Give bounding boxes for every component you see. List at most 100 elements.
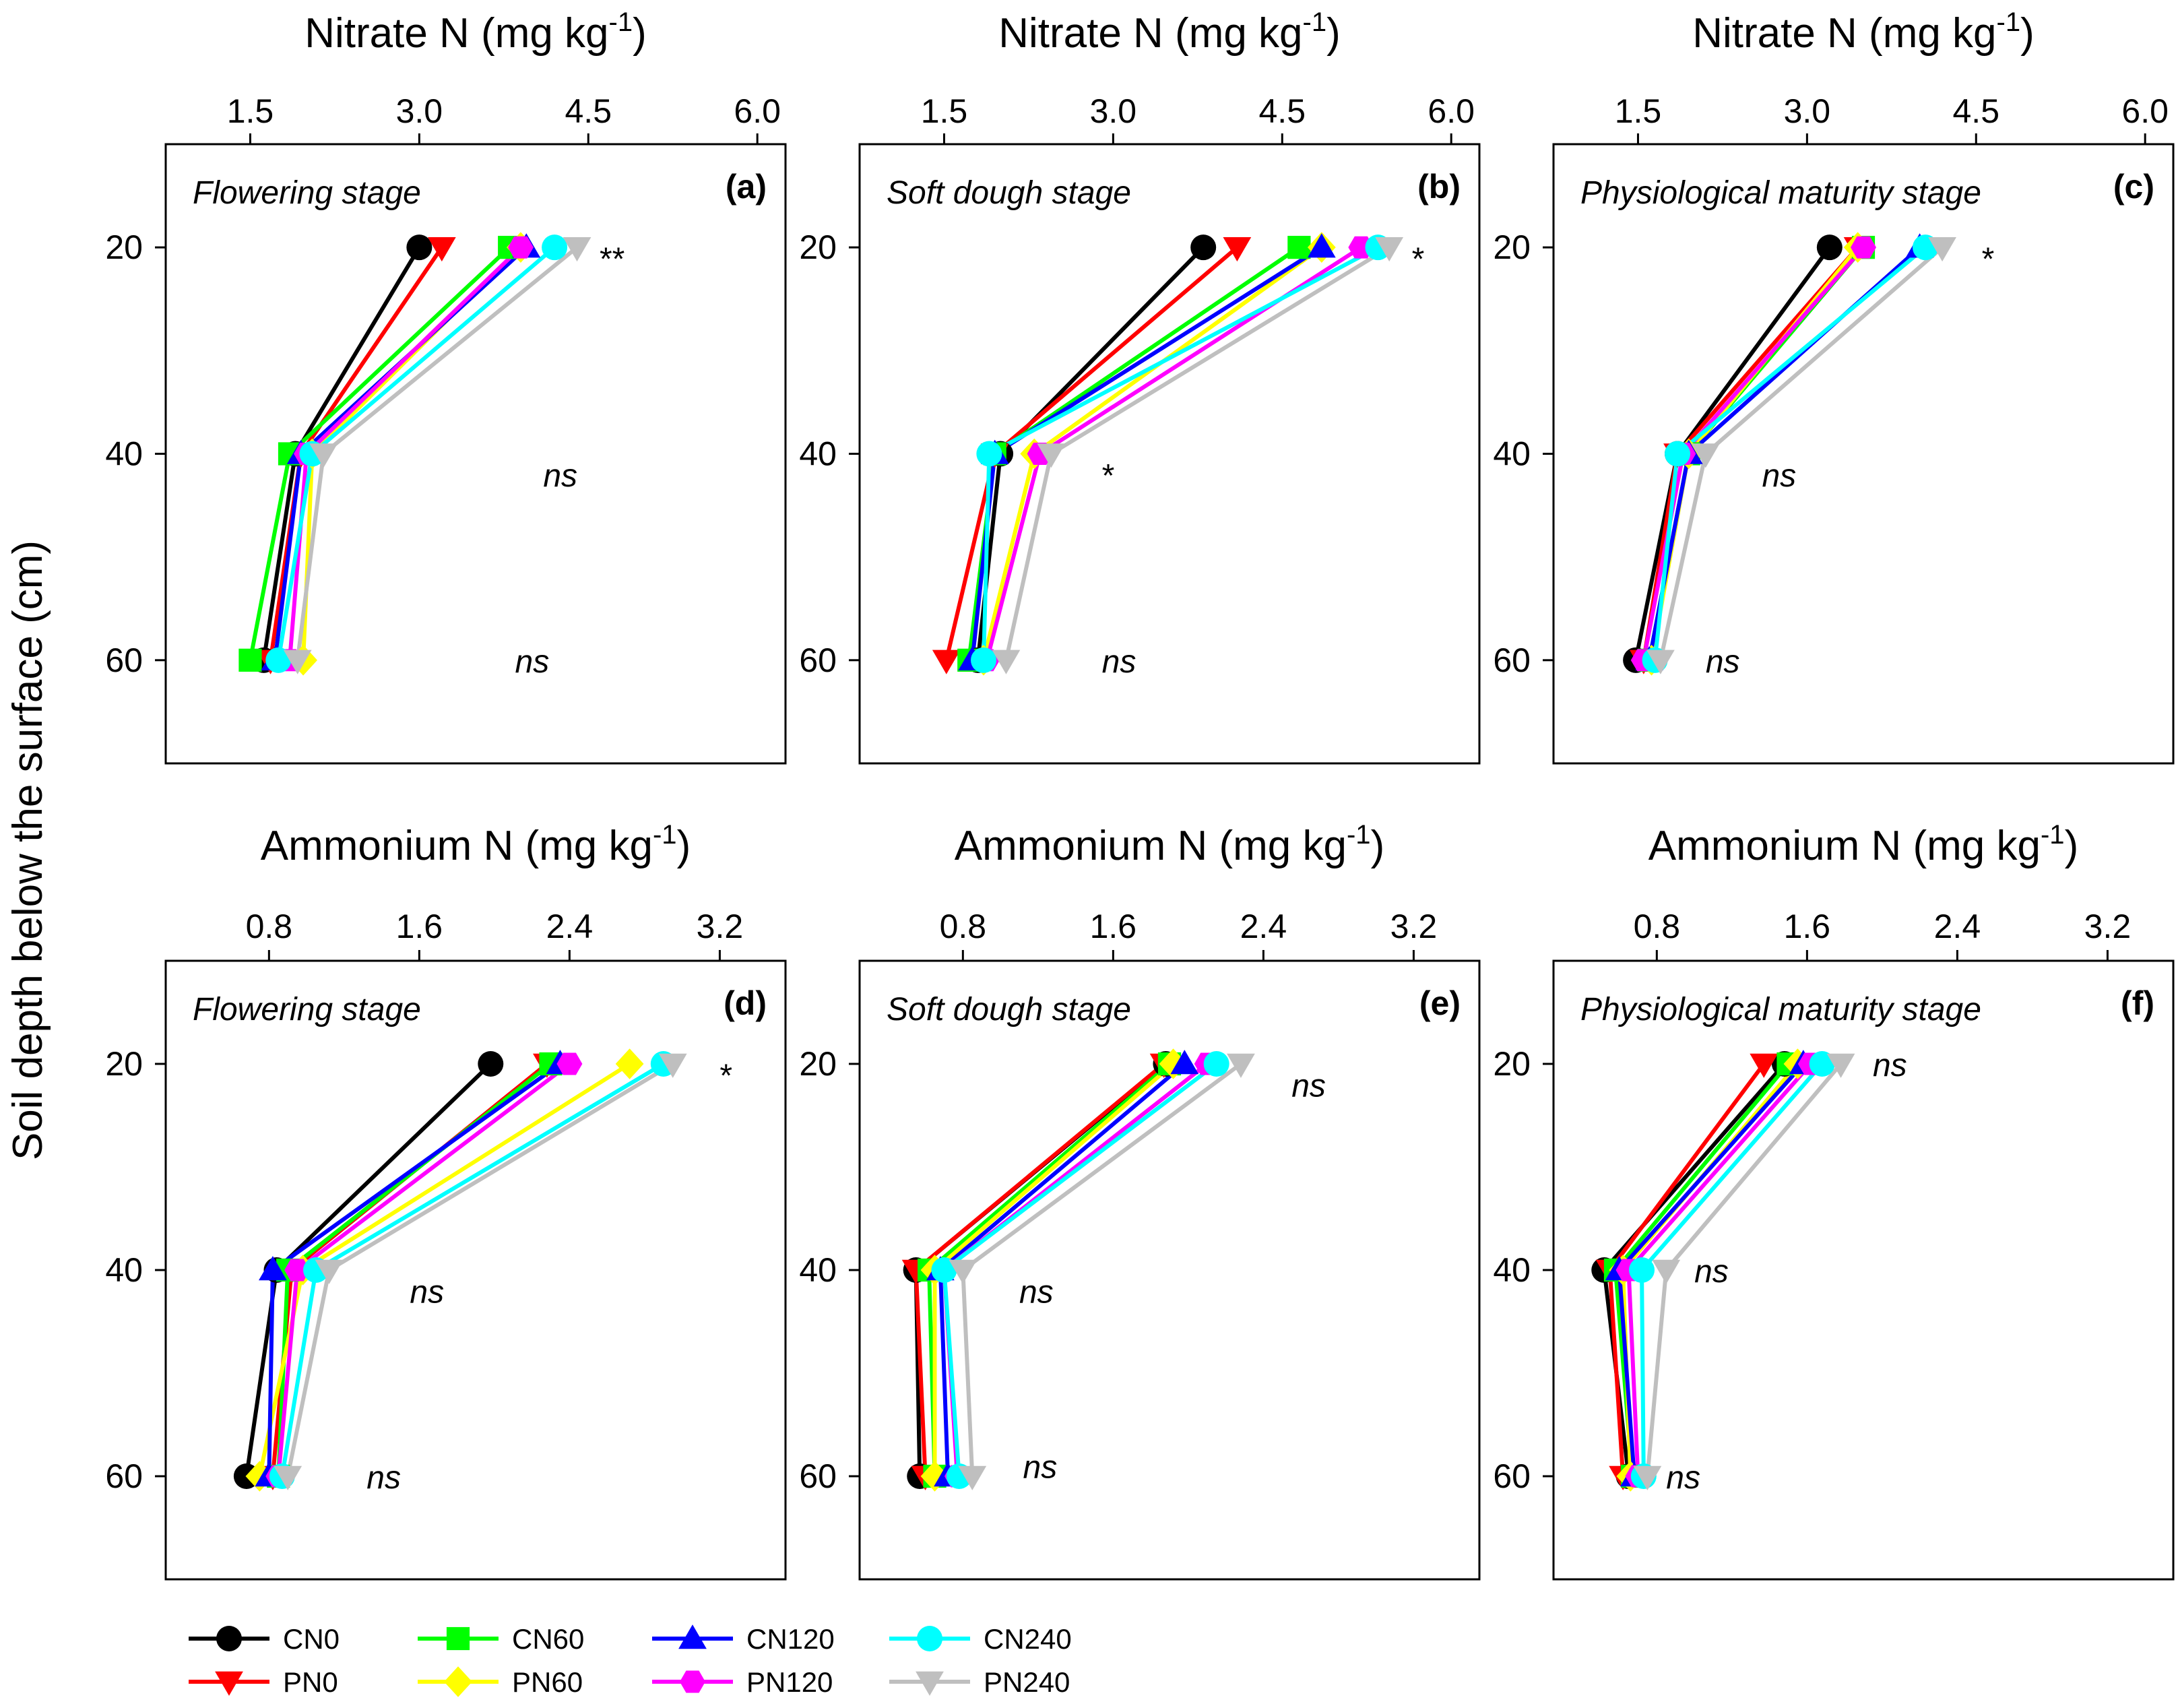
series-line-CN240 [942,1062,1218,1477]
x-axis-title: Nitrate N (mg kg-1) [305,7,647,57]
y-tick-label: 20 [1493,1045,1531,1083]
marker-CN120 [1170,1050,1199,1075]
y-tick-label: 40 [799,1251,837,1289]
x-axis-title: Ammonium N (mg kg-1) [261,820,691,869]
panel-letter: (b) [1417,168,1461,205]
marker-CN240 [1203,1051,1229,1077]
marker-PN240 [315,1259,344,1284]
marker-CN60 [1287,236,1311,259]
x-tick-label: 2.4 [546,908,594,945]
significance-label: ns [1873,1048,1907,1083]
legend-label: PN240 [984,1666,1070,1698]
x-tick-label: 4.5 [1953,92,2000,130]
marker-CN240 [976,441,1002,467]
marker-PN240 [949,1259,978,1284]
x-axis-title: Ammonium N (mg kg-1) [1648,820,2078,869]
legend-label: PN120 [746,1666,833,1698]
marker-PN240 [1227,1053,1255,1078]
marker-PN240 [274,1465,302,1490]
significance-label: * [1412,241,1425,277]
significance-label: ns [366,1460,401,1496]
panel-b: Nitrate N (mg kg-1) 1.5 3.0 4.5 6.0 20 40 60 Sof… [799,7,1481,765]
marker-PN60 [615,1048,644,1079]
legend-item-CN120: CN120 [652,1623,835,1655]
legend-marker-PN60 [444,1666,472,1697]
significance-label: ns [1023,1450,1058,1486]
marker-CN240 [542,234,568,261]
x-tick-label: 6.0 [1428,92,1475,130]
marker-CN120 [259,1256,287,1281]
marker-PN240 [1826,1053,1855,1078]
legend-marker-PN240 [916,1671,944,1696]
panel-d: Ammonium N (mg kg-1) 0.8 1.6 2.4 3.2 20 40 60 Fl… [105,820,787,1581]
series-line-PN240 [286,1062,674,1477]
x-axis-title-sup: -1 [653,820,677,850]
y-tick-label: 60 [1493,1457,1531,1495]
significance-label: * [719,1058,732,1094]
marker-CN120 [1307,233,1336,258]
marker-PN240 [563,236,591,262]
legend-item-CN60: CN60 [418,1623,584,1655]
marker-PN240 [1652,1259,1681,1284]
x-tick-label: 2.4 [1240,908,1287,945]
y-tick-label: 60 [105,641,143,679]
y-tick-label: 60 [799,1457,837,1495]
y-tick-label: 40 [799,435,837,473]
significance-label: * [1982,241,1995,277]
marker-PN240 [992,650,1021,674]
panel-letter: (a) [726,168,767,205]
x-axis-title-sup: -1 [2041,820,2065,850]
series-line-PN60 [301,246,523,660]
significance-label: ns [515,644,550,680]
x-axis-title-close: ) [633,10,647,57]
x-tick-label: 0.8 [246,908,293,945]
marker-CN240 [931,1257,957,1283]
x-tick-label: 3.0 [396,92,443,130]
legend-item-CN240: CN240 [889,1623,1072,1655]
x-tick-label: 0.8 [1634,908,1681,945]
x-tick-label: 1.6 [396,908,443,945]
x-axis-title: Ammonium N (mg kg-1) [955,820,1384,869]
y-axis-title: Soil depth below the surface (cm) [5,540,51,1160]
x-tick-label: 1.6 [1090,908,1137,945]
marker-PN240 [309,443,338,468]
marker-CN240 [265,647,292,673]
x-tick-label: 4.5 [565,92,612,130]
x-axis-title-close: ) [2065,823,2079,869]
y-tick-label: 40 [1493,435,1531,473]
significance-label: ns [543,458,577,494]
significance-label: ns [1666,1460,1700,1496]
x-axis-title-main: Nitrate N (mg kg [998,10,1302,57]
marker-PN0 [932,650,961,674]
significance-label: ns [1762,458,1796,494]
x-tick-label: 1.5 [921,92,968,130]
marker-CN240 [1665,441,1690,467]
stage-label: Soft dough stage [887,175,1131,211]
x-tick-label: 3.2 [1390,908,1438,945]
significance-label: ns [1102,644,1136,680]
series-line-PN240 [1004,245,1390,661]
marker-PN0 [1750,1053,1779,1078]
marker-PN240 [1037,443,1066,468]
significance-label: ns [410,1275,444,1310]
marker-PN0 [1223,236,1252,262]
x-tick-label: 3.2 [697,908,744,945]
x-axis-title-close: ) [2020,10,2035,57]
marker-PN0 [427,236,456,262]
legend-item-PN120: PN120 [652,1666,833,1698]
marker-PN240 [658,1053,687,1078]
stage-label: Soft dough stage [887,992,1131,1027]
significance-label: ** [600,241,624,277]
x-axis-title: Nitrate N (mg kg-1) [1692,7,2035,57]
legend-marker-CN240 [917,1626,942,1651]
marker-CN240 [1809,1051,1835,1077]
x-axis-title-sup: -1 [1347,820,1371,850]
panel-letter: (c) [2113,168,2154,205]
x-axis-title-main: Ammonium N (mg kg [955,823,1347,869]
legend-item-PN60: PN60 [418,1666,583,1698]
legend-marker-CN60 [446,1626,470,1651]
panel-letter: (d) [724,984,767,1022]
legend-label: CN60 [512,1623,584,1655]
marker-CN0 [478,1051,504,1077]
